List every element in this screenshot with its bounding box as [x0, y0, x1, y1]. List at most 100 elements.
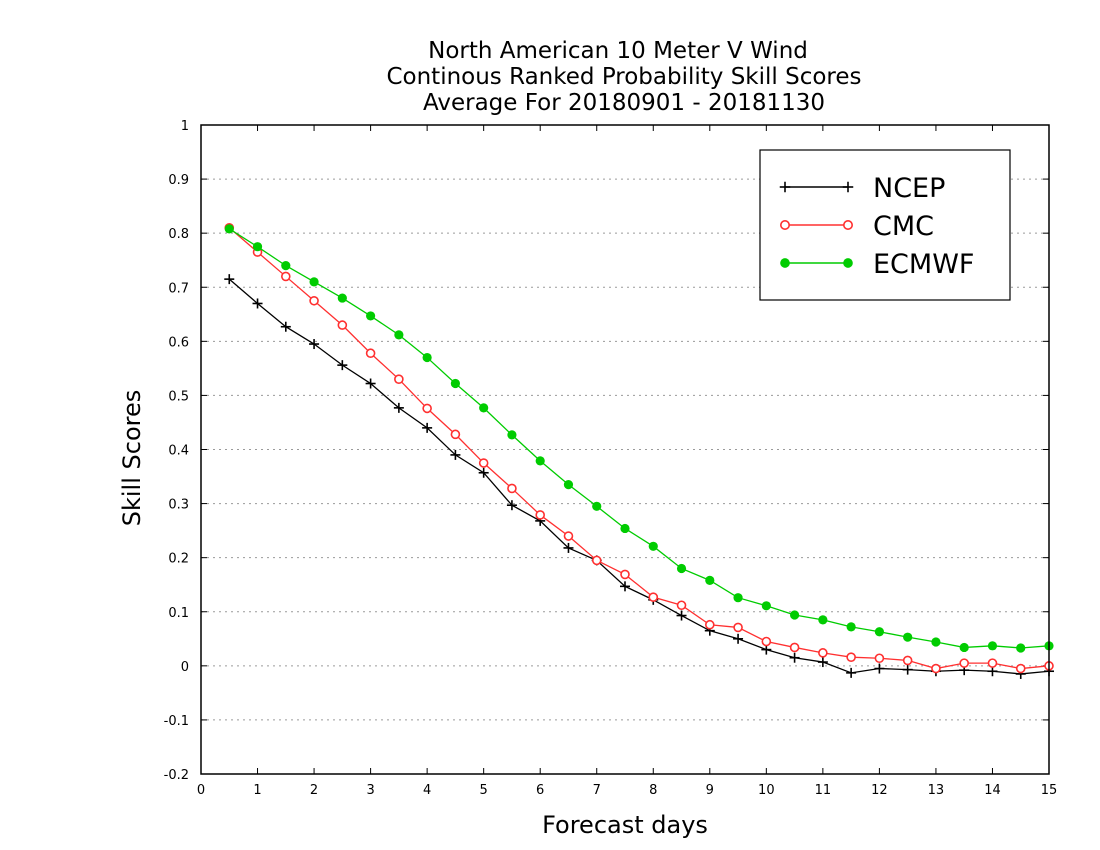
data-point — [959, 642, 969, 653]
data-point — [478, 467, 489, 478]
data-point — [365, 378, 376, 389]
data-point — [620, 523, 630, 534]
series-ncep — [224, 274, 1054, 679]
data-point — [563, 542, 574, 553]
y-tick-label: 0.3 — [168, 498, 189, 513]
y-tick-label: 0.5 — [168, 389, 189, 404]
data-point — [507, 430, 517, 440]
data-point — [931, 637, 941, 647]
data-point — [309, 339, 320, 350]
data-series — [224, 222, 1054, 679]
data-point — [761, 636, 772, 647]
data-point — [535, 456, 545, 466]
data-point — [705, 575, 715, 585]
data-point — [620, 581, 630, 592]
x-tick-label: 9 — [706, 783, 714, 798]
x-tick-label: 5 — [480, 783, 488, 798]
data-point — [780, 258, 790, 268]
data-point — [779, 220, 790, 231]
data-point — [987, 658, 998, 668]
data-point — [506, 500, 517, 511]
y-tick-label: 0.7 — [168, 281, 189, 296]
y-tick-label: -0.1 — [164, 714, 189, 729]
y-tick-label: 0.1 — [168, 606, 189, 621]
y-tick-label: 1 — [181, 119, 189, 134]
data-point — [874, 653, 885, 664]
data-point — [450, 378, 460, 389]
x-tick-label: 1 — [253, 783, 261, 798]
data-point — [931, 663, 941, 674]
data-point — [846, 652, 856, 662]
axis-ticks: -0.2-0.100.10.20.30.40.50.60.70.80.910 1 2… — [164, 119, 1058, 798]
y-tick-label: 0.2 — [168, 552, 189, 567]
data-point — [733, 622, 743, 633]
data-point — [842, 181, 854, 193]
x-tick-label: 8 — [649, 783, 657, 798]
legend-item-ncep: NCEP — [779, 173, 945, 204]
x-tick-label: 10 — [758, 783, 775, 798]
data-point — [252, 242, 263, 252]
data-point — [563, 480, 574, 490]
data-point — [648, 541, 658, 551]
x-tick-label: 13 — [928, 783, 945, 798]
data-point — [789, 652, 800, 663]
data-point — [337, 360, 348, 371]
data-point — [592, 501, 602, 511]
data-point — [842, 220, 853, 231]
legend-label: CMC — [873, 211, 934, 242]
data-point — [280, 271, 291, 282]
data-point — [1016, 643, 1026, 653]
data-point — [224, 224, 234, 234]
x-tick-label: 6 — [536, 783, 544, 798]
legend-item-ecmwf: ECMWF — [780, 249, 974, 280]
data-point — [648, 592, 659, 602]
x-tick-label: 2 — [310, 783, 318, 798]
data-point — [874, 627, 885, 637]
y-tick-label: 0.9 — [168, 173, 189, 188]
data-point — [591, 555, 602, 566]
legend-item-cmc: CMC — [779, 211, 934, 242]
data-point — [987, 641, 998, 651]
data-point — [337, 293, 347, 303]
data-point — [704, 619, 715, 630]
data-point — [846, 622, 856, 632]
x-tick-label: 0 — [197, 783, 205, 798]
data-point — [733, 593, 743, 603]
data-point — [733, 633, 744, 644]
data-point — [309, 277, 319, 287]
data-point — [789, 642, 800, 653]
data-point — [507, 483, 517, 494]
x-tick-label: 12 — [871, 783, 888, 798]
y-tick-label: 0.6 — [168, 335, 189, 350]
data-point — [846, 667, 857, 678]
x-tick-label: 15 — [1041, 783, 1058, 798]
series-cmc — [224, 222, 1054, 674]
legend: NCEP CMC ECMWF — [759, 149, 1011, 301]
data-point — [959, 658, 970, 668]
data-point — [280, 321, 291, 332]
y-axis-label: Skill Scores — [118, 390, 146, 527]
data-point — [790, 610, 800, 620]
data-point — [817, 657, 828, 668]
data-point — [535, 510, 546, 520]
data-point — [761, 601, 771, 611]
data-point — [676, 610, 687, 621]
chart-title: North American 10 Meter V Wind Continous… — [386, 38, 861, 116]
y-tick-label: 0 — [181, 660, 189, 675]
chart-title-line-3: Average For 20180901 - 20181130 — [423, 90, 825, 116]
data-point — [903, 632, 913, 642]
data-point — [337, 320, 348, 330]
data-point — [479, 403, 489, 413]
series-line — [228, 228, 1050, 649]
data-point — [779, 181, 791, 193]
chart-title-line-1: North American 10 Meter V Wind — [428, 38, 808, 64]
series-line — [228, 278, 1050, 675]
y-tick-label: 0.8 — [168, 227, 189, 242]
series-ecmwf — [224, 224, 1054, 653]
data-point — [422, 403, 432, 414]
x-tick-label: 14 — [984, 783, 1001, 798]
data-point — [224, 274, 235, 285]
legend-label: ECMWF — [873, 249, 974, 280]
data-point — [393, 402, 404, 413]
